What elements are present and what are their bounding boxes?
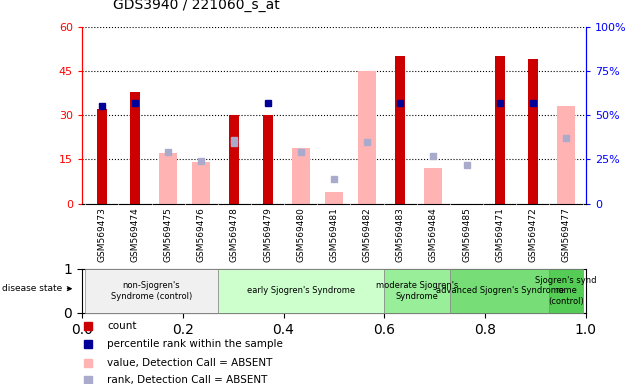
Text: GSM569476: GSM569476 <box>197 207 206 262</box>
Bar <box>495 56 505 204</box>
Text: GSM569479: GSM569479 <box>263 207 272 262</box>
Text: GDS3940 / 221060_s_at: GDS3940 / 221060_s_at <box>113 0 280 12</box>
Text: GSM569471: GSM569471 <box>495 207 504 262</box>
Bar <box>358 71 376 204</box>
Text: GSM569473: GSM569473 <box>97 207 106 262</box>
Text: GSM569480: GSM569480 <box>296 207 306 262</box>
Text: GSM569477: GSM569477 <box>561 207 571 262</box>
Bar <box>424 168 442 204</box>
Text: percentile rank within the sample: percentile rank within the sample <box>107 339 283 349</box>
Bar <box>557 106 575 204</box>
Text: moderate Sjogren's
Syndrome: moderate Sjogren's Syndrome <box>375 281 458 301</box>
Bar <box>192 162 210 204</box>
Text: GSM569475: GSM569475 <box>164 207 173 262</box>
Text: count: count <box>107 321 137 331</box>
Text: value, Detection Call = ABSENT: value, Detection Call = ABSENT <box>107 358 273 368</box>
Bar <box>218 269 384 313</box>
Bar <box>85 269 218 313</box>
Text: early Sjogren's Syndrome: early Sjogren's Syndrome <box>247 286 355 295</box>
Text: GSM569483: GSM569483 <box>396 207 404 262</box>
Bar <box>450 269 549 313</box>
Text: rank, Detection Call = ABSENT: rank, Detection Call = ABSENT <box>107 376 268 384</box>
Text: disease state: disease state <box>2 284 71 293</box>
Bar <box>549 269 583 313</box>
Bar <box>159 154 177 204</box>
Text: GSM569478: GSM569478 <box>230 207 239 262</box>
Text: advanced Sjogren's Syndrome: advanced Sjogren's Syndrome <box>435 286 564 295</box>
Bar <box>528 59 538 204</box>
Text: GSM569481: GSM569481 <box>329 207 338 262</box>
Bar <box>130 92 140 204</box>
Text: GSM569482: GSM569482 <box>362 207 372 262</box>
Bar <box>325 192 343 204</box>
Text: GSM569474: GSM569474 <box>130 207 139 262</box>
Text: GSM569472: GSM569472 <box>529 207 537 262</box>
Text: GSM569485: GSM569485 <box>462 207 471 262</box>
Text: Sjogren's synd
rome
(control): Sjogren's synd rome (control) <box>536 276 597 306</box>
Text: GSM569484: GSM569484 <box>429 207 438 262</box>
Bar <box>395 56 405 204</box>
Bar <box>229 115 239 204</box>
Text: non-Sjogren's
Syndrome (control): non-Sjogren's Syndrome (control) <box>111 281 192 301</box>
Bar <box>97 109 106 204</box>
Bar <box>263 115 273 204</box>
Bar <box>384 269 450 313</box>
Bar <box>292 147 310 204</box>
